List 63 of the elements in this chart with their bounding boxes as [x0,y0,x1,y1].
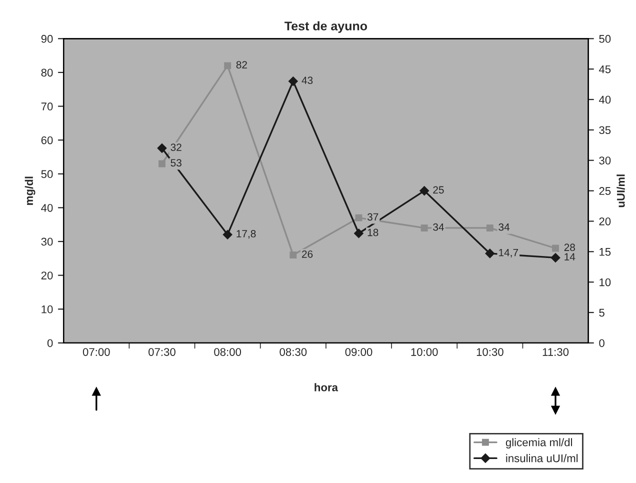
point [354,228,364,238]
y-tick-label: 40 [41,204,53,212]
point [550,253,560,262]
y2-tick-label: 15 [600,248,611,256]
legend-label: insulina uUI/ml [506,454,578,462]
point [224,62,232,70]
y2-tick-label: 35 [599,126,611,134]
data-label: 26 [302,250,313,258]
y-tick-label: 20 [41,272,53,280]
data-label: 53 [170,159,182,167]
y2-tick-label: 25 [599,187,611,195]
x-tick-label: 10:30 [476,348,504,356]
point [486,224,494,232]
x-tick-label: 08:30 [280,348,307,356]
y-tick-label: 0 [47,339,53,348]
y-tick-label: 80 [41,68,53,77]
x-tick-label: 07:30 [148,348,176,356]
data-label: 32 [170,144,182,151]
data-label: 14,7 [499,248,518,258]
point [290,252,297,258]
y2-tick-label: 5 [599,308,604,317]
data-label: 25 [433,186,444,194]
legend-label: glicemia ml/dl [506,438,572,448]
x-tick-label: 09:00 [345,348,372,356]
data-label: 37 [367,213,378,221]
data-label: 34 [433,223,444,231]
y-axis-title: mg/dl [24,176,36,205]
data-label: 43 [302,76,313,84]
point [222,230,232,240]
x-axis-title: hora [314,383,338,392]
y2-tick-label: 0 [599,339,604,348]
x-tick-label: 08:00 [214,348,242,356]
point [552,244,559,252]
y2-tick-label: 10 [600,278,611,286]
point [485,248,495,258]
y-tick-label: 70 [41,102,53,110]
data-label: 17,8 [236,230,256,239]
point [420,186,429,196]
y2-tick-label: 45 [598,65,611,74]
x-tick-label: 11:30 [542,348,569,356]
point [288,76,298,86]
y2-tick-label: 30 [599,156,611,164]
y-tick-label: 10 [42,305,53,314]
data-label: 34 [498,223,510,231]
point [158,160,166,168]
y2-axis-title: uUI/ml [616,174,625,208]
chart-title: Test de ayuno [284,21,368,33]
y2-tick-label: 50 [599,34,611,43]
x-tick-label: 10:00 [411,348,438,356]
y2-tick-label: 20 [599,217,611,226]
point [420,224,428,232]
x-tick-label: 07:00 [82,348,110,356]
point [157,144,167,153]
y-tick-label: 60 [41,136,53,144]
y-tick-label: 50 [41,170,53,178]
data-label: 18 [368,228,378,236]
y2-tick-label: 40 [598,96,611,104]
data-label: 28 [564,244,575,252]
data-label: 14 [564,253,576,260]
y-tick-label: 30 [41,238,53,246]
point [355,214,362,222]
y-tick-label: 90 [41,34,53,43]
data-label: 82 [236,61,247,68]
